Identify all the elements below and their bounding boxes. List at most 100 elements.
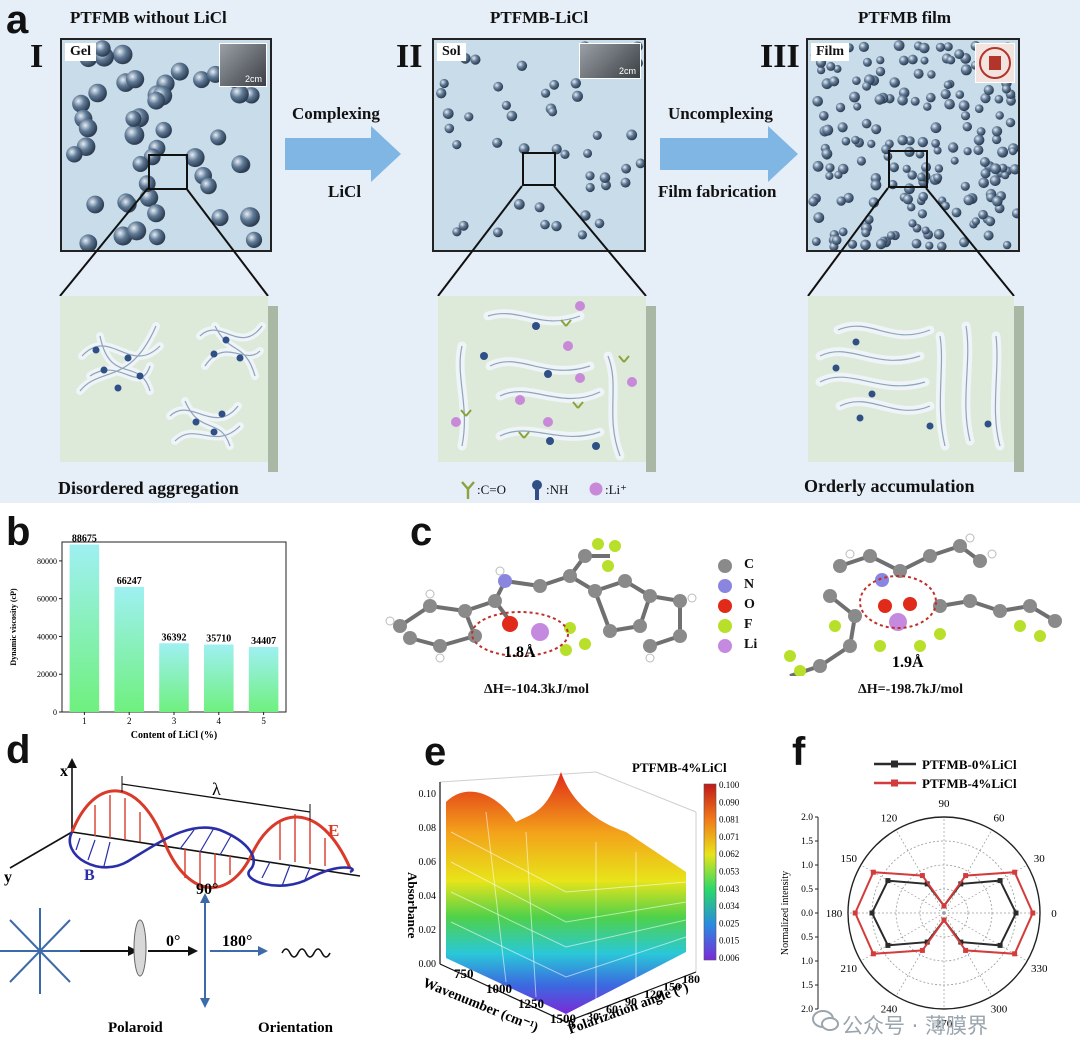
wavelength-marker bbox=[121, 783, 311, 813]
sphere bbox=[821, 148, 833, 160]
sol-chains bbox=[455, 309, 625, 461]
sphere bbox=[963, 194, 975, 206]
bond-length-2: 1.9Å bbox=[892, 653, 924, 671]
sol-li-ions bbox=[451, 301, 637, 427]
sphere bbox=[841, 136, 851, 146]
colorbar bbox=[703, 783, 717, 961]
sphere bbox=[862, 81, 872, 91]
sphere bbox=[893, 40, 905, 51]
angle-tick-label: 0 bbox=[1051, 908, 1057, 920]
sphere bbox=[974, 104, 984, 113]
sphere bbox=[240, 207, 260, 227]
sphere bbox=[927, 70, 936, 79]
sphere bbox=[620, 177, 631, 188]
sphere bbox=[79, 234, 98, 250]
sol-co-groups bbox=[460, 319, 630, 439]
x-tick-labels: 750 1000 1250 1500 bbox=[454, 966, 576, 1026]
legend-marker bbox=[891, 760, 898, 768]
absorbance-3d-plot: 0.000.020.040.060.080.10 750100012501500… bbox=[405, 760, 740, 1038]
series-point bbox=[1013, 910, 1019, 916]
sphere bbox=[808, 196, 819, 207]
x-axis-label: x bbox=[60, 763, 68, 780]
angle-tick-label: 180 bbox=[826, 908, 843, 920]
stage1-roman: I bbox=[30, 38, 44, 75]
sphere bbox=[861, 118, 872, 129]
sphere bbox=[875, 238, 887, 250]
sphere bbox=[847, 239, 858, 249]
bar-value-label: 88675 bbox=[72, 534, 97, 545]
radial-tick-label: 0.0 bbox=[801, 909, 813, 919]
sphere bbox=[822, 124, 834, 136]
absorbance-surface bbox=[446, 772, 686, 1014]
sphere bbox=[551, 220, 562, 232]
nh-legend-icon bbox=[532, 480, 542, 500]
sphere bbox=[889, 77, 900, 88]
x-tick-label: 2 bbox=[127, 716, 132, 726]
y-axis-line bbox=[9, 831, 73, 869]
oxygen-atom-icon bbox=[718, 599, 732, 613]
orderly-accumulation-caption: Orderly accumulation bbox=[804, 476, 975, 496]
panel-letter-a: a bbox=[6, 0, 29, 42]
gel-nh-groups bbox=[92, 336, 244, 436]
sphere bbox=[464, 112, 474, 122]
sphere bbox=[851, 135, 860, 145]
sphere bbox=[935, 42, 945, 52]
sphere bbox=[592, 130, 602, 140]
sphere bbox=[875, 66, 886, 77]
licl-label: LiCl bbox=[328, 182, 362, 201]
disordered-aggregation-caption: Disordered aggregation bbox=[58, 478, 239, 498]
sphere bbox=[915, 149, 925, 159]
sphere bbox=[829, 76, 840, 87]
lambda-label: λ bbox=[212, 779, 221, 799]
sphere bbox=[1011, 208, 1018, 219]
sphere bbox=[917, 209, 927, 219]
stage3-title: PTFMB film bbox=[858, 8, 952, 27]
y-tick-label: 150 bbox=[663, 980, 681, 994]
x-tick-label: 5 bbox=[261, 716, 266, 726]
sphere bbox=[599, 172, 611, 183]
sphere bbox=[940, 89, 951, 100]
series-point bbox=[870, 869, 876, 875]
sphere bbox=[943, 42, 953, 52]
bar bbox=[248, 647, 279, 712]
sphere bbox=[991, 134, 1002, 145]
sphere bbox=[925, 241, 934, 250]
bar-value-label: 36392 bbox=[162, 632, 187, 643]
angle-tick-label: 240 bbox=[881, 1003, 898, 1015]
sphere bbox=[143, 148, 161, 166]
atom-legend-o: O bbox=[718, 596, 778, 616]
gel-scale: 2cm bbox=[244, 74, 262, 84]
radial-tick-label: 1.5 bbox=[801, 837, 813, 847]
polar-spoke bbox=[895, 829, 945, 914]
zoom-lines bbox=[59, 185, 1015, 297]
sphere bbox=[452, 227, 462, 237]
x-tick-label: 1250 bbox=[518, 996, 544, 1011]
sphere bbox=[989, 175, 1001, 187]
carbon-atom-icon bbox=[718, 559, 732, 573]
sphere bbox=[954, 49, 965, 60]
sphere bbox=[551, 144, 562, 155]
colorbar-tick-label: 0.062 bbox=[719, 849, 739, 859]
sphere bbox=[626, 129, 638, 141]
polar-spoke bbox=[943, 912, 993, 997]
film-spheres bbox=[808, 40, 1018, 250]
sphere bbox=[899, 55, 909, 66]
sphere bbox=[811, 237, 821, 246]
sphere bbox=[917, 172, 926, 182]
sphere bbox=[547, 107, 558, 117]
gel-box: Gel 2cm bbox=[60, 38, 272, 252]
sphere bbox=[985, 216, 996, 227]
stage3-roman: III bbox=[760, 38, 800, 75]
sphere bbox=[943, 80, 953, 90]
em-wave-diagram: x y λ E B 90° 0° 180° Polaroid Orientati… bbox=[0, 758, 361, 1036]
sphere bbox=[931, 139, 940, 148]
angle-0-label: 0° bbox=[166, 933, 180, 950]
x-tick-label: 4 bbox=[217, 716, 222, 726]
gel-cluster-outlines bbox=[79, 325, 263, 447]
sphere bbox=[210, 129, 227, 146]
sphere bbox=[837, 122, 848, 133]
sphere bbox=[947, 142, 959, 153]
sphere bbox=[534, 202, 545, 213]
y-axis-label: y bbox=[4, 869, 12, 886]
x-axis-title: Content of LiCl (%) bbox=[131, 730, 217, 741]
